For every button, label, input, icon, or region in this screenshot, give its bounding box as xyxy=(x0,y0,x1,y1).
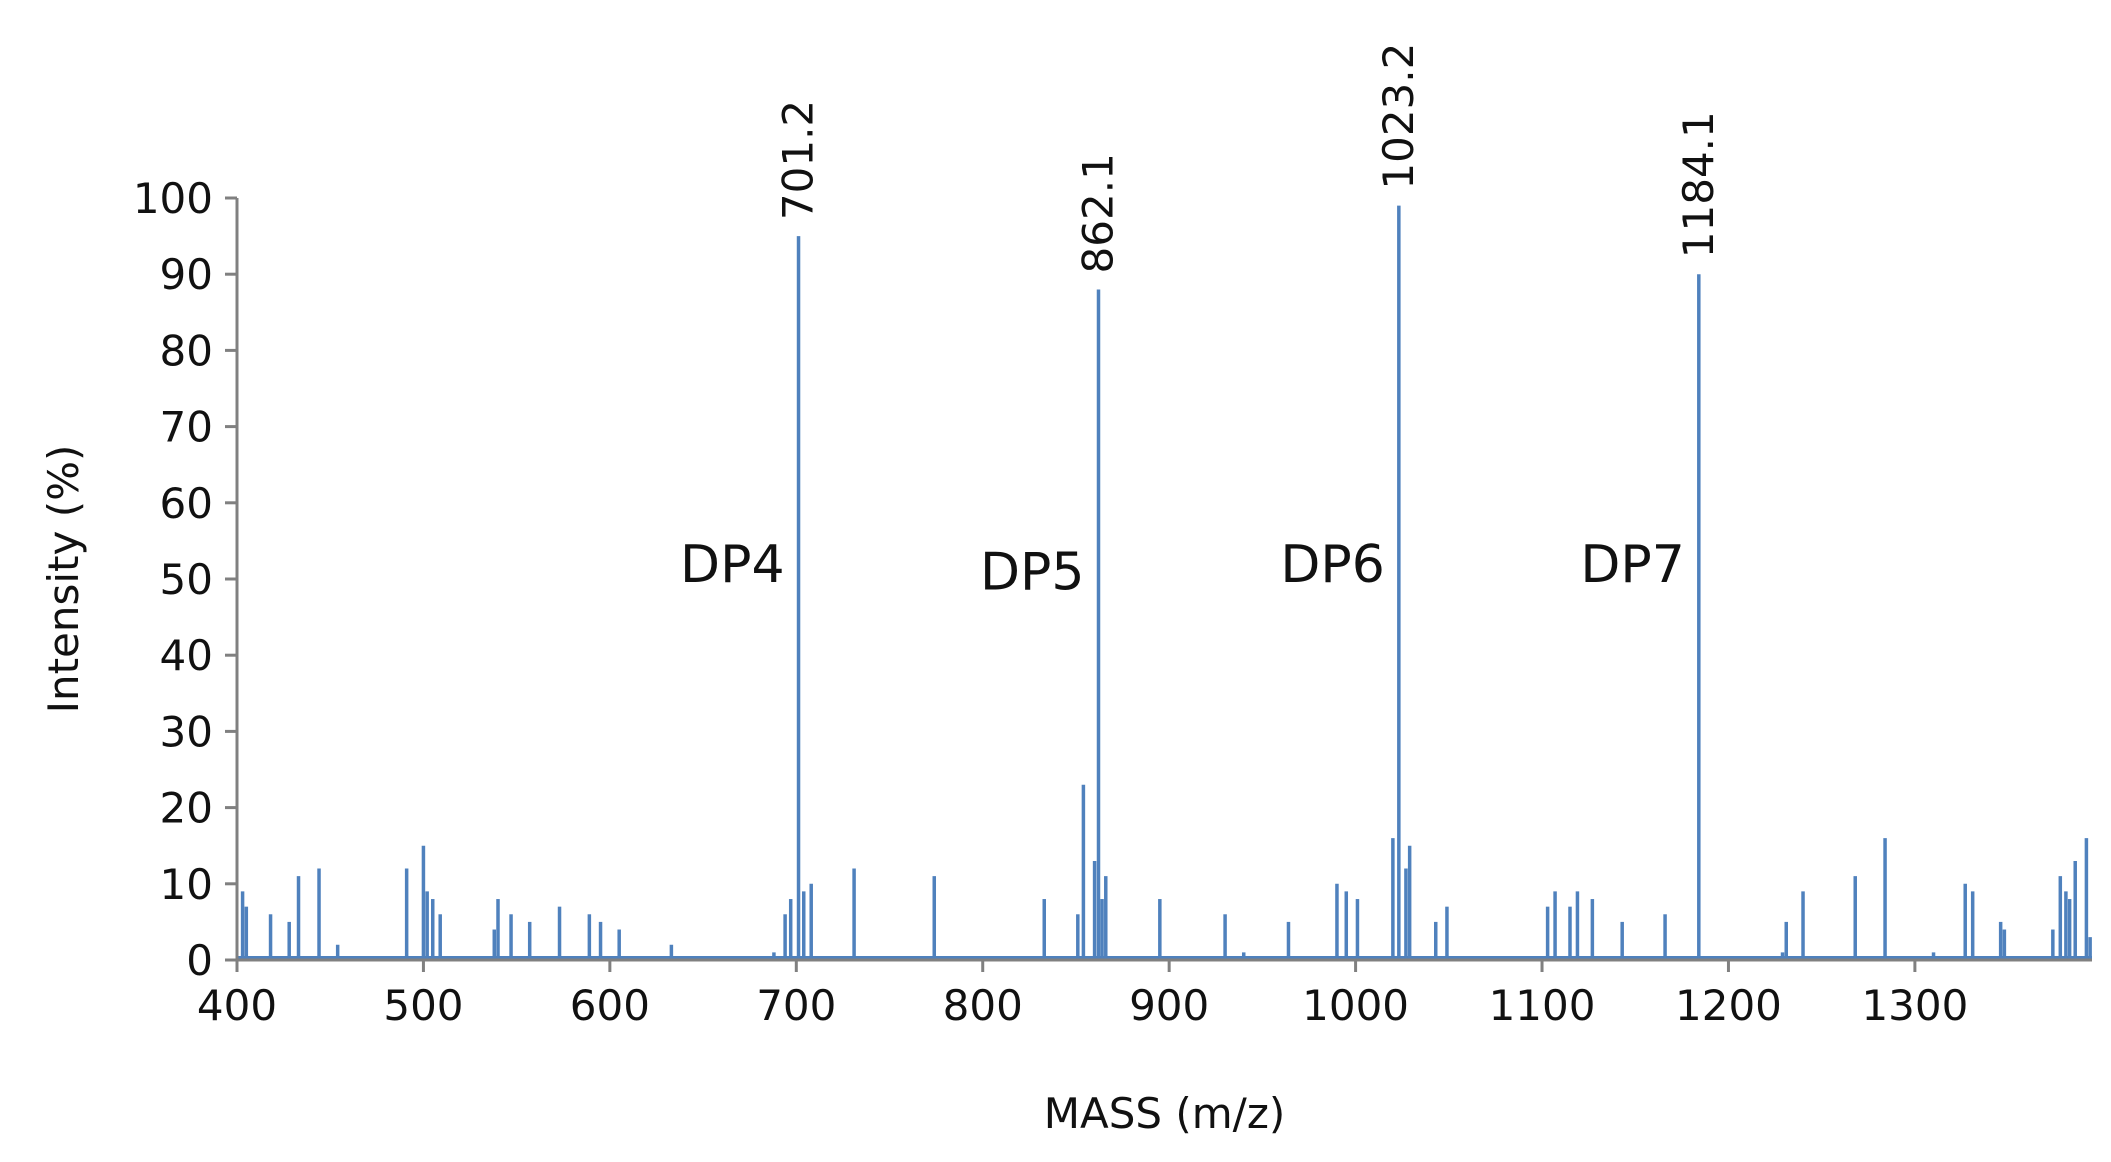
dp-annotation: DP6 xyxy=(1280,535,1384,595)
x-tick-label: 1200 xyxy=(1675,981,1782,1030)
peak-mass-label: 1023.2 xyxy=(1374,43,1423,190)
x-tick-label: 1300 xyxy=(1861,981,1968,1030)
peak-labels: 701.2 862.1 1023.2 1184.1 xyxy=(774,43,1723,274)
y-tick-label: 90 xyxy=(160,250,213,299)
y-tick-label: 10 xyxy=(160,860,213,909)
y-axis-title: Intensity (%) xyxy=(39,445,88,714)
y-tick-label: 40 xyxy=(160,631,213,680)
y-tick-label: 60 xyxy=(160,479,213,528)
y-ticks: 0 10 20 30 40 50 60 70 80 90 100 xyxy=(133,174,237,985)
y-tick-label: 0 xyxy=(186,936,213,985)
x-tick-label: 1100 xyxy=(1489,981,1596,1030)
y-tick-label: 30 xyxy=(160,707,213,756)
peaks-layer xyxy=(237,205,2092,960)
y-tick-label: 50 xyxy=(160,555,213,604)
dp-annotations: DP4 DP5 DP6 DP7 xyxy=(680,535,1685,603)
y-tick-label: 100 xyxy=(133,174,213,223)
x-tick-label: 400 xyxy=(197,981,277,1030)
x-tick-label: 800 xyxy=(943,981,1023,1030)
peak-mass-label: 1184.1 xyxy=(1674,111,1723,258)
x-tick-label: 1000 xyxy=(1302,981,1409,1030)
axes-layer xyxy=(235,198,2092,962)
dp-annotation: DP5 xyxy=(980,542,1084,602)
dp-annotation: DP4 xyxy=(680,535,784,595)
x-ticks: 400 500 600 700 800 900 1000 1100 1200 1300 xyxy=(197,960,1968,1030)
x-tick-label: 500 xyxy=(383,981,463,1030)
x-tick-label: 600 xyxy=(570,981,650,1030)
y-tick-label: 70 xyxy=(160,403,213,452)
x-tick-label: 900 xyxy=(1129,981,1209,1030)
x-axis-title: MASS (m/z) xyxy=(1044,1089,1286,1138)
peak-mass-label: 701.2 xyxy=(774,100,823,220)
x-tick-label: 700 xyxy=(756,981,836,1030)
y-tick-label: 20 xyxy=(160,784,213,833)
dp-annotation: DP7 xyxy=(1580,535,1684,595)
y-tick-label: 80 xyxy=(160,326,213,375)
peak-mass-label: 862.1 xyxy=(1074,153,1123,273)
